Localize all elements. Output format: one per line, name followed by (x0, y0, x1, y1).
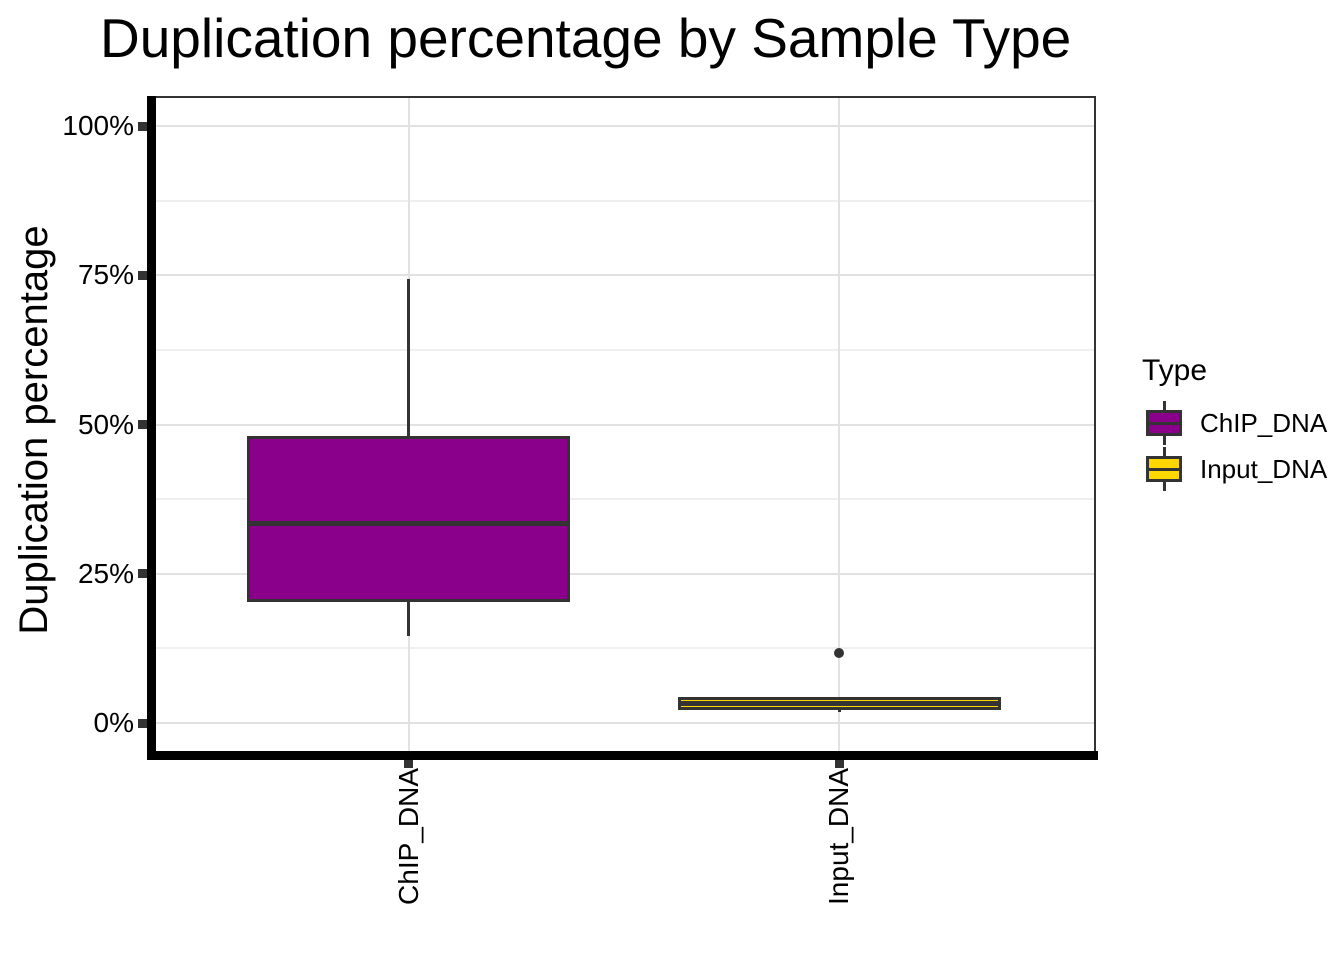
x-axis-line (147, 751, 1098, 760)
legend-entries: ChIP_DNA Input_DNA (1146, 400, 1327, 492)
x-tick-mark (404, 760, 413, 768)
legend-key-median (1149, 421, 1179, 425)
legend-entry-label: ChIP_DNA (1200, 407, 1328, 438)
y-tick-mark (138, 270, 147, 280)
outlier-point-input_dna (834, 647, 844, 658)
legend-entry-input_dna: Input_DNA (1146, 446, 1327, 492)
median-chip_dna (250, 521, 567, 527)
y-tick-mark (138, 569, 147, 579)
y-tick-label: 50% (77, 408, 134, 440)
median-input_dna (680, 700, 998, 706)
y-tick-label: 0% (93, 707, 134, 738)
gridline-y-major (156, 274, 1096, 277)
box-chip_dna (247, 436, 570, 602)
y-axis-title: Duplication percentage (12, 225, 56, 635)
legend-entry-label: Input_DNA (1200, 453, 1328, 484)
y-tick-label: 100% (62, 110, 134, 141)
gridline-y-major (156, 572, 1096, 575)
y-tick-mark (138, 718, 147, 728)
gridline-y-major (156, 423, 1096, 426)
x-tick-label: ChIP_DNA (392, 768, 424, 905)
legend-boxplot-key-icon (1146, 401, 1182, 445)
gridline-y-minor (156, 199, 1096, 202)
y-tick-mark (138, 121, 147, 131)
x-tick-label: Input_DNA (823, 768, 854, 905)
y-tick-label: 25% (77, 557, 134, 589)
legend-boxplot-key-icon (1146, 447, 1182, 491)
gridline-y-minor (156, 647, 1096, 650)
y-tick-mark (138, 420, 147, 429)
legend-key-median (1149, 467, 1179, 471)
gridline-y-minor (156, 498, 1096, 501)
legend-title: Type (1142, 354, 1208, 387)
gridline-x-input_dna (838, 97, 840, 751)
y-axis-line (147, 96, 156, 759)
x-tick-mark (834, 760, 844, 768)
gridline-y-minor (156, 348, 1096, 351)
legend-entry-chip_dna: ChIP_DNA (1146, 400, 1327, 446)
gridline-y-major (156, 125, 1096, 127)
gridline-y-major (156, 722, 1096, 724)
y-tick-label: 75% (77, 259, 134, 291)
chart-title: Duplication percentage by Sample Type (100, 7, 1072, 69)
